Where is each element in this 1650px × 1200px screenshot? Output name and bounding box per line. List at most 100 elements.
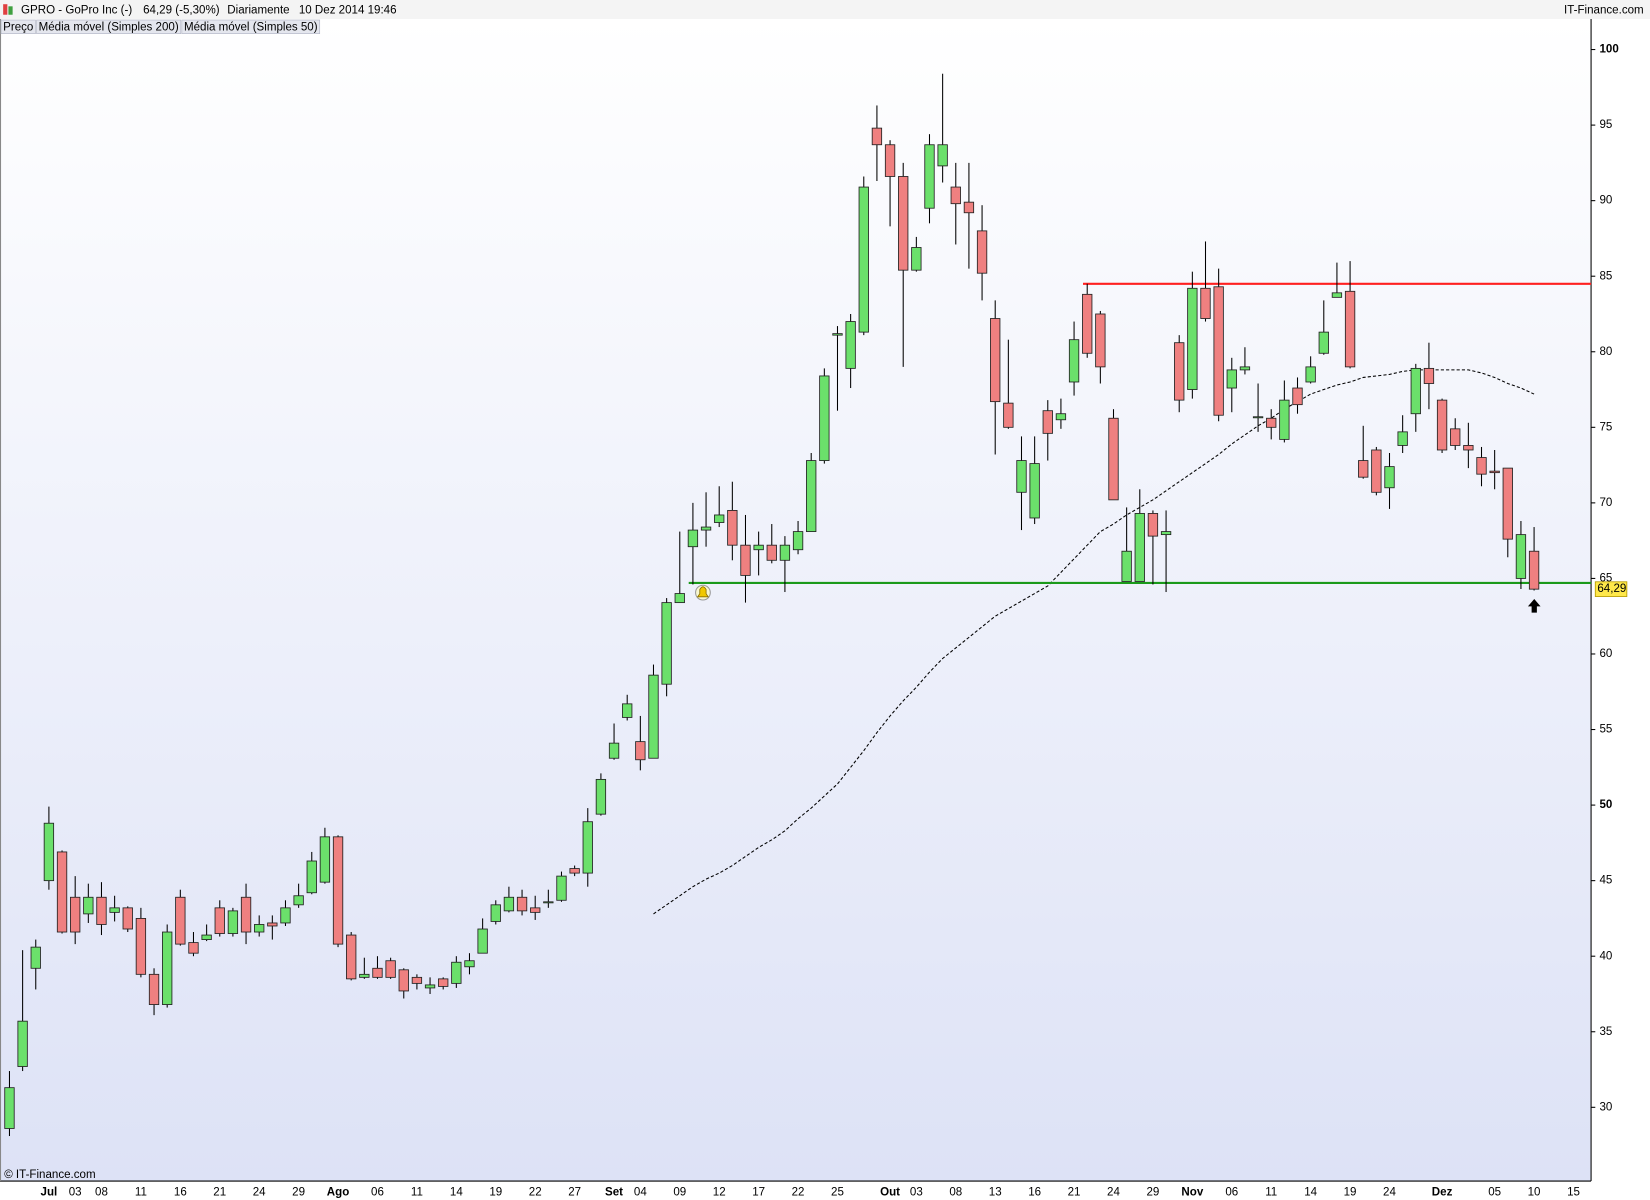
x-tick-label: 16 (1028, 1187, 1041, 1199)
y-tick-label: 40 (1599, 950, 1612, 962)
candle-body-down (188, 942, 199, 954)
y-tick-label: 100 (1599, 44, 1618, 56)
candle-body-up (687, 529, 699, 548)
candle-body-up (556, 875, 567, 901)
candle-body-down (1489, 470, 1500, 474)
candle-body-up (83, 896, 94, 915)
candle-body-up (1410, 367, 1421, 415)
candle-body-up (1160, 531, 1172, 536)
legend-item (0, 19, 36, 34)
candle-body-down (122, 907, 133, 930)
candle-body-up (162, 931, 173, 1005)
candle-body-up (1397, 431, 1408, 446)
candle-body-up (293, 895, 304, 906)
y-tick-label: 85 (1599, 270, 1612, 282)
candle-body-up (845, 321, 856, 369)
candle-body-up (319, 836, 331, 883)
candle-body-down (346, 934, 357, 980)
x-tick-label: 11 (135, 1187, 147, 1199)
candle-body-down (214, 907, 225, 934)
candle-body-down (963, 201, 975, 214)
candle-body-up (1187, 287, 1198, 390)
candle-body-down (635, 741, 646, 761)
x-tick-label: Out (880, 1187, 900, 1199)
candle-body-down (1213, 286, 1224, 416)
y-tick-label: 45 (1599, 875, 1612, 887)
candle-body-up (1384, 466, 1395, 489)
logo-icon (3, 4, 8, 15)
y-tick-label: 30 (1599, 1101, 1612, 1113)
candle-body-down (1450, 428, 1461, 446)
candle-body-down (56, 851, 68, 933)
candle-body-up (753, 544, 764, 551)
x-tick-label: Jul (41, 1187, 58, 1199)
candle-body-up (1279, 399, 1290, 440)
x-tick-label: 06 (1225, 1187, 1238, 1199)
candle-body-down (740, 544, 751, 576)
candle-body-up (1121, 550, 1132, 582)
candle-body-up (858, 186, 869, 333)
alert-bell (696, 586, 709, 598)
x-tick-label: 19 (1344, 1187, 1357, 1199)
logo-icon (8, 6, 13, 15)
candle-body-down (267, 922, 278, 927)
plot-area (0, 18, 1592, 1182)
x-tick-label: Nov (1181, 1187, 1203, 1199)
candle-body-up (109, 907, 120, 913)
candle-body-up (700, 526, 712, 531)
candle-body-up (1515, 534, 1527, 579)
candle-body-up (792, 531, 804, 551)
x-tick-label: 15 (1567, 1187, 1580, 1199)
candle-body-up (359, 973, 370, 978)
x-tick-label: 25 (831, 1187, 844, 1199)
candle-body-down (1174, 342, 1185, 401)
candle-body-up (924, 144, 935, 209)
candle-body-up (937, 144, 948, 167)
candle-body-up (674, 593, 685, 604)
y-tick-label: 90 (1599, 195, 1612, 207)
x-tick-label: 21 (213, 1187, 226, 1199)
x-tick-label: 03 (69, 1187, 82, 1199)
candle-body-up (1055, 413, 1067, 421)
candles (4, 73, 1540, 1137)
candle-body-down (1082, 293, 1093, 354)
candle-body-down (1344, 290, 1356, 368)
current-arrow (1527, 598, 1541, 613)
y-tick-label: 70 (1599, 497, 1612, 509)
x-tick-label: 27 (568, 1187, 581, 1199)
candle-body-up (1134, 513, 1145, 582)
alert-icon (695, 584, 711, 601)
y-tick-label: 35 (1599, 1026, 1612, 1038)
y-tick-label: 75 (1599, 421, 1612, 433)
footer: © IT-Finance.com (4, 1169, 95, 1181)
period: Diariamente (227, 5, 289, 17)
candle-body-up (43, 822, 55, 882)
candle-body-up (582, 821, 593, 874)
candle-body-up (648, 674, 659, 759)
x-tick-label: 22 (529, 1187, 542, 1199)
candle-body-down (950, 186, 961, 205)
x-tick-label: 11 (1265, 1187, 1277, 1199)
x-tick-label: 11 (411, 1187, 423, 1199)
candle-body-up (911, 247, 922, 271)
candle-body-down (1436, 399, 1448, 451)
candle-body-down (332, 836, 344, 945)
x-tick-label: 04 (634, 1187, 647, 1199)
x-tick-label: 16 (174, 1187, 187, 1199)
x-tick-label: 12 (713, 1187, 726, 1199)
candle-body-up (464, 960, 475, 968)
candle-body-up (714, 514, 725, 523)
candle-body-down (990, 318, 1001, 403)
x-tick-label: 14 (450, 1187, 463, 1199)
x-tick-label: 03 (910, 1187, 923, 1199)
brand: IT-Finance.com (1564, 5, 1644, 17)
candle-body-up (1318, 331, 1329, 354)
header-bar (0, 0, 1650, 19)
x-tick-label: 08 (949, 1187, 962, 1199)
candle-body-down (240, 896, 252, 933)
candle-body-down (1528, 550, 1540, 590)
candle-body-up (608, 742, 620, 759)
